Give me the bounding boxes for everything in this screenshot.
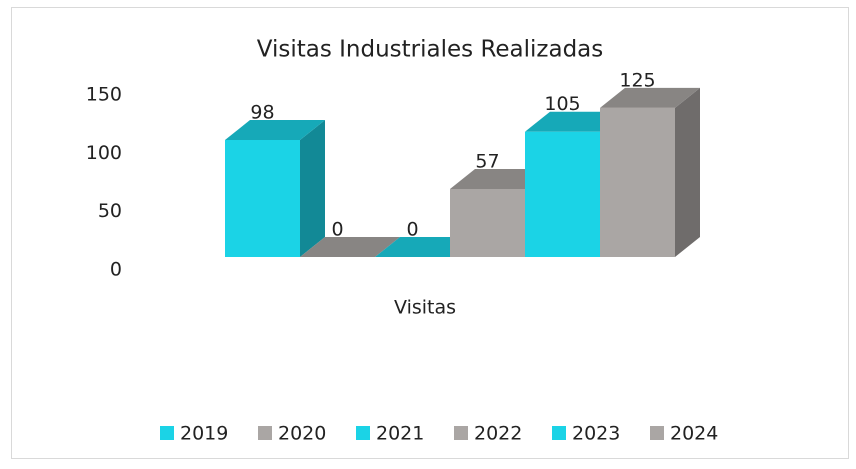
legend-swatch	[650, 426, 664, 440]
value-label: 125	[619, 69, 655, 91]
y-tick-label: 100	[86, 142, 122, 164]
bar-front	[525, 131, 600, 257]
bar	[300, 237, 400, 257]
x-tick-label: Visitas	[394, 297, 456, 319]
bar-front	[450, 188, 525, 257]
value-label: 98	[250, 102, 274, 124]
bar-side	[300, 120, 325, 257]
legend-swatch	[160, 426, 174, 440]
chart-title: Visitas Industriales Realizadas	[257, 37, 604, 63]
bar	[600, 87, 700, 257]
legend-label: 2023	[572, 423, 620, 445]
y-tick-label: 0	[110, 259, 122, 281]
value-label: 0	[406, 219, 418, 241]
chart-frame	[11, 7, 849, 459]
bar-top	[225, 120, 325, 141]
value-label: 57	[475, 150, 499, 172]
legend-label: 2024	[670, 423, 718, 445]
bar-side	[675, 87, 700, 257]
y-tick-label: 150	[86, 84, 122, 106]
legend-label: 2020	[278, 423, 326, 445]
legend-swatch	[356, 426, 370, 440]
bar	[225, 120, 325, 257]
legend-swatch	[454, 426, 468, 440]
legend-label: 2021	[376, 423, 424, 445]
legend-label: 2019	[180, 423, 228, 445]
bar-top	[300, 237, 400, 257]
value-label: 105	[544, 93, 580, 115]
bar-front	[225, 140, 300, 257]
bar-top	[600, 87, 700, 108]
legend-label: 2022	[474, 423, 522, 445]
legend-swatch	[258, 426, 272, 440]
y-tick-label: 50	[98, 200, 122, 222]
legend-swatch	[552, 426, 566, 440]
value-label: 0	[331, 219, 343, 241]
bar-front	[600, 107, 675, 257]
